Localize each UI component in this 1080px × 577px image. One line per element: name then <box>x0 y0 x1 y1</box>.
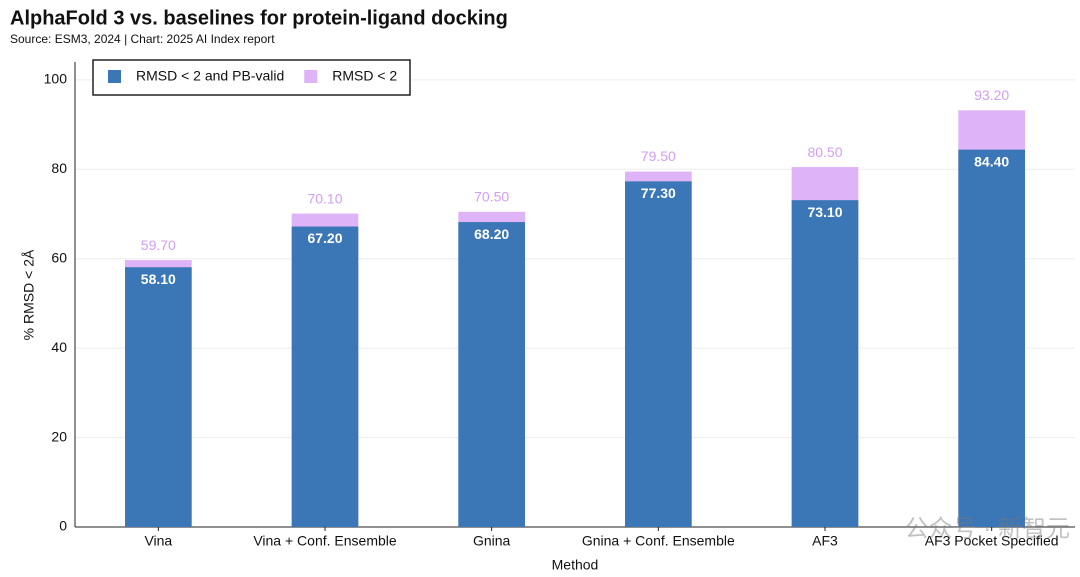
value-label: 77.30 <box>641 185 676 201</box>
legend-swatch <box>304 70 318 83</box>
bar <box>291 226 359 528</box>
value-label: 93.20 <box>974 87 1009 103</box>
value-label: 67.20 <box>307 230 342 246</box>
bar <box>958 149 1025 527</box>
chart-title: AlphaFold 3 vs. baselines for protein-li… <box>10 7 508 29</box>
value-label: 59.70 <box>141 237 176 253</box>
bar <box>791 200 859 527</box>
y-tick-label: 40 <box>51 339 67 355</box>
value-label: 73.10 <box>807 204 842 220</box>
legend-label: RMSD < 2 <box>332 68 397 84</box>
value-label: 80.50 <box>807 144 842 160</box>
legend-swatch <box>108 70 121 83</box>
bar <box>125 267 192 527</box>
bar <box>458 222 525 527</box>
value-label: 79.50 <box>641 148 676 164</box>
value-label: 68.20 <box>474 226 509 242</box>
value-label: 84.40 <box>974 153 1009 169</box>
y-tick-label: 60 <box>51 249 67 265</box>
y-tick-label: 20 <box>51 428 67 444</box>
legend-label: RMSD < 2 and PB-valid <box>136 68 284 84</box>
y-tick-label: 0 <box>59 518 67 534</box>
legend-box <box>92 59 411 96</box>
x-tick-label: Gnina + Conf. Ensemble <box>582 533 735 549</box>
x-axis-label: Method <box>552 557 599 573</box>
value-label: 58.10 <box>141 271 176 287</box>
value-label: 70.10 <box>307 190 342 206</box>
x-tick-label: AF3 <box>812 533 838 549</box>
y-tick-label: 80 <box>51 160 67 176</box>
y-axis-label: % RMSD < 2Å <box>21 249 37 340</box>
y-tick-label: 100 <box>44 71 68 87</box>
watermark: 公众号 · 新智元 <box>905 515 1070 542</box>
x-tick-label: Vina + Conf. Ensemble <box>253 533 397 549</box>
x-tick-label: Gnina <box>473 533 511 549</box>
bar <box>625 181 692 527</box>
x-tick-label: AF3 Pocket Specified <box>925 533 1059 549</box>
x-tick-label: Vina <box>144 533 172 549</box>
chart-subtitle: Source: ESM3, 2024 | Chart: 2025 AI Inde… <box>10 32 275 46</box>
value-label: 70.50 <box>474 188 509 204</box>
